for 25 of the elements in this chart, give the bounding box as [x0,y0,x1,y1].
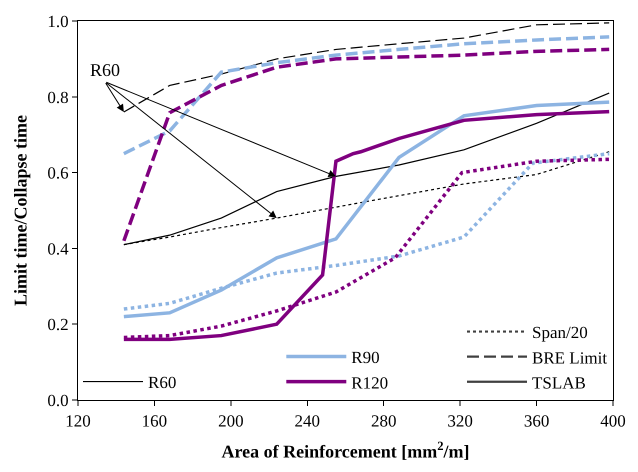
legend-label: R60 [148,373,176,392]
x-tick-label: 160 [142,411,168,430]
legend-label: R120 [351,373,388,392]
legend-label: R90 [351,348,380,368]
y-tick-label: 0.0 [47,390,69,410]
x-tick-label: 240 [294,411,320,430]
legend-label: BRE Limit [532,348,608,368]
annotation: R60 [90,60,120,80]
line-series [122,35,611,156]
legend-label: TSLAB [532,373,586,392]
x-tick-label: 200 [218,411,244,430]
y-tick-label: 0.2 [47,315,69,334]
x-tick-label: 360 [524,411,550,430]
y-tick-label: 0.8 [47,88,69,107]
y-tick-label: 1.0 [47,12,69,31]
x-axis-title: Area of Reinforcement [mm$^{2}$/m] [221,438,470,462]
x-tick-label: 280 [370,411,396,430]
line-series [122,48,611,243]
y-axis-title: Limit time/Collapse time [10,115,31,306]
x-tick-label: 320 [447,411,473,430]
y-tick-label: 0.4 [47,239,70,258]
y-tick-label: 0.6 [47,164,69,183]
x-tick-label: 400 [600,411,626,430]
x-tick-label: 120 [65,411,91,430]
legend-label: Span/20 [532,323,588,342]
